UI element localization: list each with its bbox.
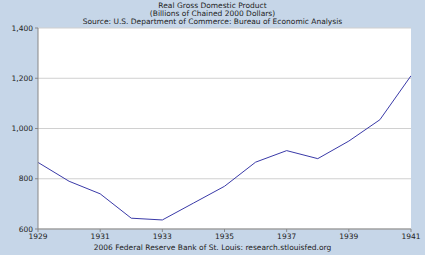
- svg-text:1937: 1937: [277, 232, 296, 241]
- html-text:(Billions of Chained 2000 Doll: (Billions of Chained 2000 Dollars): [149, 9, 276, 18]
- svg-text:1,000: 1,000: [12, 124, 34, 133]
- svg-text:800: 800: [19, 174, 34, 183]
- svg-text:1931: 1931: [91, 232, 110, 241]
- html-text:2006 Federal Reserve Bank of S: 2006 Federal Reserve Bank of St. Louis: …: [93, 243, 332, 252]
- svg-text:1933: 1933: [153, 232, 172, 241]
- html-text:Source: U.S. Department of Com: Source: U.S. Department of Commerce: Bur…: [82, 17, 343, 26]
- svg-text:1935: 1935: [215, 232, 234, 241]
- svg-text:1939: 1939: [339, 232, 358, 241]
- svg-text:1929: 1929: [28, 232, 47, 241]
- html-text:Real Gross Domestic Product: Real Gross Domestic Product: [158, 1, 267, 10]
- svg-text:600: 600: [19, 225, 34, 234]
- svg-text:1941: 1941: [401, 232, 417, 241]
- svg-text:1,400: 1,400: [12, 24, 34, 33]
- svg-text:1,200: 1,200: [12, 74, 34, 83]
